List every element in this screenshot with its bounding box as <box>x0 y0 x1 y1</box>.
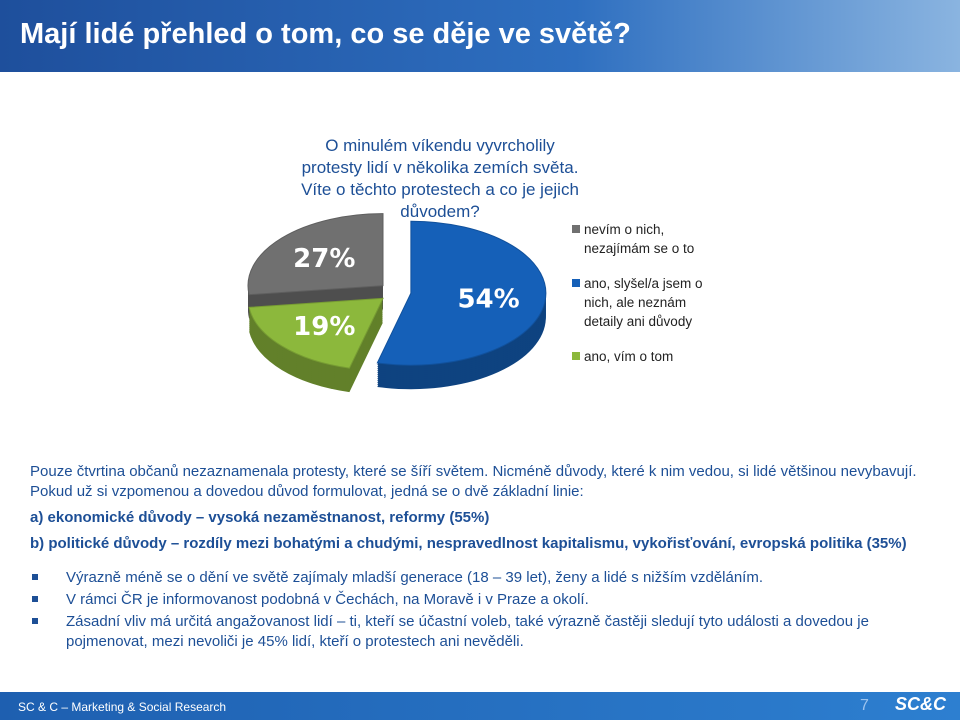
bullet: V rámci ČR je informovanost podobná v Če… <box>32 590 930 610</box>
legend-label: ano, vím o tom <box>584 349 674 364</box>
bullet-list: Výrazně méně se o dění ve světě zajímaly… <box>30 568 930 652</box>
point: a) ekonomické důvody – vysoká nezaměstna… <box>30 509 490 526</box>
bullet: Zásadní vliv má určitá angažovanost lidí… <box>32 612 930 652</box>
page-number: 7 <box>860 697 869 714</box>
body-text: Pouze čtvrtina občanů nezaznamenala prot… <box>30 462 930 654</box>
slice <box>247 213 384 296</box>
company: SC & C – Marketing & Social Research <box>18 700 227 714</box>
bullet: Výrazně méně se o dění ve světě zajímaly… <box>32 568 930 588</box>
point: b) politické důvody – rozdíly mezi bohat… <box>30 535 907 552</box>
slice <box>248 297 384 369</box>
legend-label: ano, slyšel/a jsem o nich, ale neznám de… <box>584 276 703 329</box>
legend-swatch <box>572 352 580 360</box>
title: Mají lidé přehled o tom, co se děje ve s… <box>20 18 631 50</box>
intro: Pouze čtvrtina občanů nezaznamenala prot… <box>30 463 917 500</box>
data-label: 19% <box>293 312 355 342</box>
header-bar: Mají lidé přehled o tom, co se děje ve s… <box>0 0 960 72</box>
footer-bar: SC & C – Marketing & Social Research 7 S… <box>0 692 960 720</box>
legend-item: nevím o nich, nezajímám se o to <box>572 220 722 258</box>
data-label: 54% <box>457 284 519 314</box>
legend-label: nevím o nich, nezajímám se o to <box>584 222 695 256</box>
data-label: 27% <box>293 244 355 274</box>
legend-item: ano, vím o tom <box>572 347 722 366</box>
legend-swatch <box>572 279 580 287</box>
question: O minulém víkendu vyvrcholily protesty l… <box>301 136 579 221</box>
slice <box>376 220 547 366</box>
logo: SC&C <box>895 694 947 714</box>
legend-item: ano, slyšel/a jsem o nich, ale neznám de… <box>572 274 722 331</box>
legend: nevím o nich, nezajímám se o to ano, slyš… <box>572 220 722 382</box>
legend-swatch <box>572 225 580 233</box>
